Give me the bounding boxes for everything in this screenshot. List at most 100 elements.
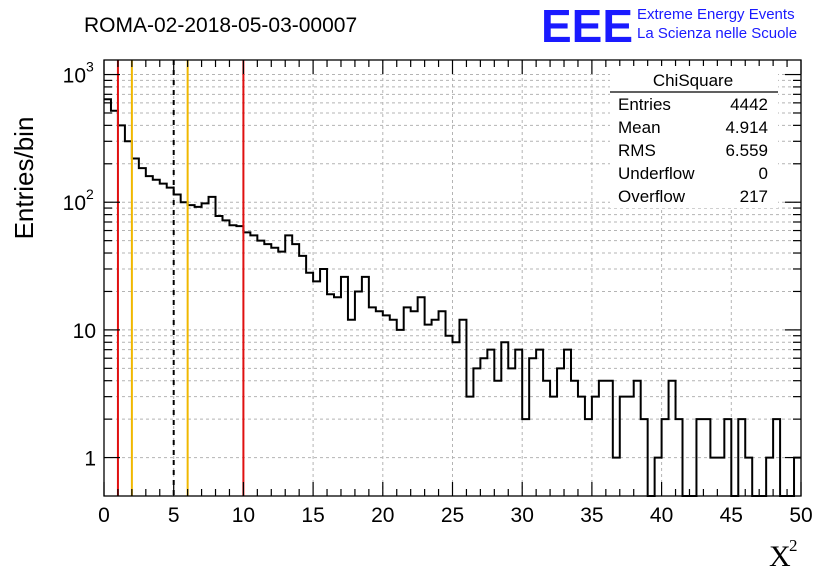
stats-row-label: Overflow (618, 187, 686, 206)
histogram-bin (557, 368, 564, 496)
y-tick-label-exp: 3 (86, 59, 94, 75)
histogram-bin (550, 397, 557, 496)
histogram-bin (738, 419, 745, 496)
histogram-bin (229, 225, 236, 496)
axis-ticks (103, 60, 802, 496)
histogram-bars (104, 98, 801, 497)
histogram-bin (627, 397, 634, 496)
histogram-bin (369, 307, 376, 496)
stats-row-label: Underflow (618, 164, 695, 183)
histogram-bin (696, 419, 703, 496)
stats-row-label: Entries (618, 95, 671, 114)
histogram-bin (606, 381, 613, 496)
cut-lines (116, 60, 245, 496)
histogram-bin (571, 381, 578, 496)
histogram-bin (655, 458, 662, 496)
histogram-bin (243, 232, 250, 496)
x-axis-label-sup: 2 (789, 536, 798, 555)
histogram-outline (104, 98, 801, 497)
histogram-bin (146, 176, 153, 496)
histogram-bin (466, 397, 473, 496)
y-tick-label: 1 (84, 448, 96, 471)
histogram-bin (473, 368, 480, 496)
x-tick-label: 25 (441, 504, 464, 527)
histogram-bin (125, 141, 132, 496)
histogram-bin (676, 419, 683, 496)
stats-box-bg (610, 66, 778, 208)
histogram-bin (425, 325, 432, 496)
histogram-bin (487, 350, 494, 496)
stats-title: ChiSquare (653, 71, 733, 90)
histogram-bin (153, 180, 160, 496)
stats-row-value: 0 (759, 164, 768, 183)
histogram-bin (348, 320, 355, 496)
x-tick-label: 45 (720, 504, 743, 527)
histogram-bin (773, 419, 780, 496)
histogram-bin (257, 241, 264, 496)
histogram-bin (592, 397, 599, 496)
x-tick-label: 15 (301, 504, 324, 527)
histogram-bin (383, 315, 390, 496)
x-tick-label: 10 (232, 504, 255, 527)
histogram-bin (132, 159, 139, 496)
histogram-bin (745, 458, 752, 496)
histogram-bin (292, 244, 299, 496)
y-tick-label-exp: 2 (86, 186, 94, 202)
x-axis-label: X 2 (769, 536, 798, 572)
x-tick-label: 50 (789, 504, 812, 527)
x-tick-label: 40 (650, 504, 673, 527)
chart-title: ROMA-02-2018-05-03-00007 (84, 14, 357, 37)
histogram-bin (599, 381, 606, 496)
histogram-bin (188, 205, 195, 496)
y-tick-label: 10 (73, 320, 96, 343)
histogram-bin (139, 168, 146, 496)
stats-row-label: RMS (618, 141, 656, 160)
histogram-bin (620, 397, 627, 496)
histogram-bin (578, 397, 585, 496)
x-tick-label: 0 (98, 504, 110, 527)
stats-row-value: 4.914 (725, 118, 768, 137)
histogram-bin (278, 252, 285, 496)
logo-line1: Extreme Energy Events (637, 6, 795, 23)
histogram-bin (209, 197, 216, 496)
histogram-bin (480, 358, 487, 496)
y-tick-label: 10 (63, 192, 86, 215)
histogram-bin (446, 336, 453, 496)
histogram-bin (404, 307, 411, 496)
histogram-bin (494, 381, 501, 496)
histogram-bin (202, 203, 209, 496)
histogram-bin (418, 297, 425, 496)
histogram-bin (167, 188, 174, 496)
histogram-bin (264, 244, 271, 496)
stats-row-value: 6.559 (725, 141, 768, 160)
histogram-bin (271, 248, 278, 496)
histogram-bin (216, 216, 223, 496)
histogram-bin (543, 381, 550, 496)
histogram-bin (453, 342, 460, 496)
histogram-bin (794, 458, 801, 496)
x-tick-label: 5 (168, 504, 180, 527)
histogram-bin (320, 269, 327, 496)
x-tick-label: 35 (580, 504, 603, 527)
eee-logo: EEE Extreme Energy Events La Scienza nel… (541, 0, 797, 52)
stats-row-label: Mean (618, 118, 661, 137)
histogram-bin (299, 256, 306, 496)
stats-row-value: 217 (740, 187, 768, 206)
histogram-bin (411, 311, 418, 496)
histogram-bin (634, 381, 641, 496)
histogram-bin (459, 320, 466, 496)
stats-rows: Entries 4442 Mean 4.914 RMS 6.559 Underflow 0 Ov… (618, 95, 768, 206)
histogram-bin (222, 220, 229, 496)
histogram-bin (362, 277, 369, 496)
histogram-bin (285, 235, 292, 496)
histogram-bin (536, 350, 543, 496)
x-tick-label: 30 (511, 504, 534, 527)
histogram-bin (118, 125, 125, 496)
histogram-bin (766, 458, 773, 496)
x-axis-label-base: X (769, 540, 791, 572)
histogram-bin (501, 342, 508, 496)
histogram-bin (355, 291, 362, 496)
histogram-bin (111, 111, 118, 496)
